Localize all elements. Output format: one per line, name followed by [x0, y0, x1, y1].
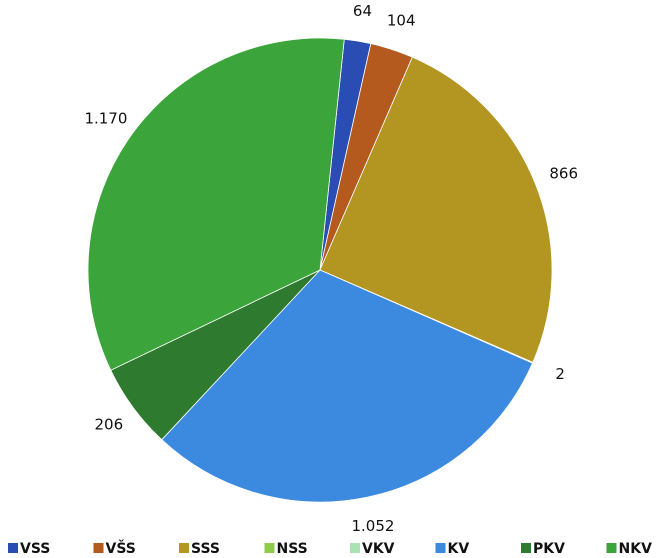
- data-label: 206: [95, 416, 124, 434]
- data-label: 866: [549, 164, 578, 182]
- pie-slice: [161, 269, 534, 503]
- legend-label: VSS: [20, 541, 50, 557]
- legend-label: VKV: [362, 541, 395, 557]
- legend-swatch: [8, 543, 18, 553]
- pie-slice: [319, 56, 553, 363]
- legend-label: PKV: [533, 541, 565, 557]
- legend-label: VŠS: [106, 539, 136, 557]
- legend-swatch: [350, 543, 360, 553]
- legend-swatch: [606, 543, 617, 553]
- data-label: 1.170: [84, 109, 127, 127]
- legend-label: NKV: [619, 541, 653, 557]
- legend-label: KV: [448, 541, 470, 557]
- pie-slice: [87, 37, 345, 371]
- legend-swatch: [521, 543, 531, 553]
- legend-swatch: [435, 543, 446, 553]
- legend-swatch: [264, 543, 275, 553]
- legend-label: NSS: [277, 541, 308, 557]
- data-label: 64: [353, 2, 372, 20]
- data-label: 1.052: [352, 517, 395, 535]
- legend-swatch: [93, 543, 104, 553]
- legend-label: SSS: [191, 541, 220, 557]
- data-label: 2: [555, 365, 565, 383]
- legend-swatch: [179, 543, 189, 553]
- data-label: 104: [387, 11, 416, 29]
